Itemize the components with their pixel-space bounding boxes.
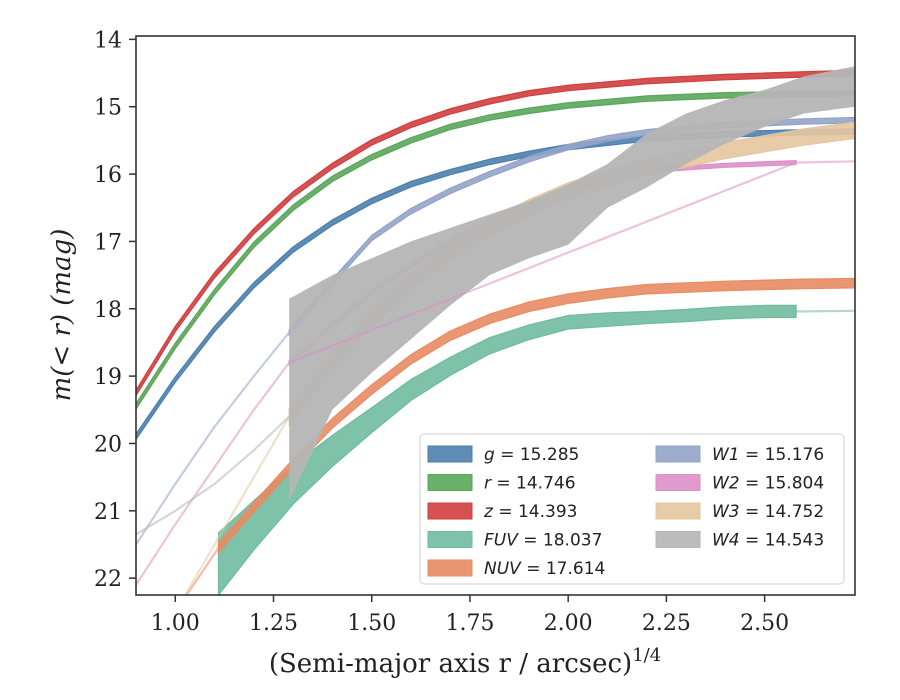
fuv-band xyxy=(217,304,797,595)
legend-label-w1: W1 = 15.176 xyxy=(712,445,824,465)
y-tick-label: 20 xyxy=(94,432,122,457)
y-tick-label: 16 xyxy=(94,163,122,188)
legend-swatch-w4 xyxy=(655,531,701,548)
z-band xyxy=(136,69,855,397)
legend-swatch-w1 xyxy=(655,445,701,463)
x-axis-label-exponent: 1/4 xyxy=(632,645,661,666)
legend: g = 15.285 r = 14.746 z = 14.393 FUV = 18.0… xyxy=(419,433,845,585)
x-axis-label: (Semi-major axis r / arcsec)1/4 xyxy=(269,645,661,679)
y-tick-label: 21 xyxy=(94,500,122,525)
legend-swatch-r xyxy=(427,474,473,491)
r-band xyxy=(136,89,855,411)
legend-frame xyxy=(419,433,845,585)
legend-swatch-g xyxy=(427,445,473,463)
w3-extension-line xyxy=(183,415,291,595)
legend-swatch-nuv xyxy=(427,559,473,577)
x-tick-label: 1.00 xyxy=(151,611,200,636)
x-tick-label: 2.00 xyxy=(544,611,593,636)
legend-label-w4: W4 = 14.543 xyxy=(712,531,824,551)
x-tick-label: 2.50 xyxy=(740,611,789,636)
legend-label-z: z = 14.393 xyxy=(483,502,577,522)
w1-band xyxy=(288,116,855,337)
legend-label-w3: W3 = 14.752 xyxy=(712,502,824,522)
x-axis-label-text: (Semi-major axis r / arcsec) xyxy=(269,649,632,679)
y-tick-label: 18 xyxy=(94,298,122,323)
legend-label-g: g = 15.285 xyxy=(484,445,579,465)
w4-extension-line xyxy=(136,415,290,536)
legend-swatch-w2 xyxy=(655,474,701,491)
fuv-extension-line xyxy=(796,309,855,313)
nuv-extension-line xyxy=(185,547,220,595)
legend-label-fuv: FUV = 18.037 xyxy=(484,531,602,551)
series-lines xyxy=(136,160,855,595)
x-axis-ticks: 1.00 1.25 1.50 1.75 2.00 2.25 2.50 xyxy=(151,595,789,636)
legend-swatch-w3 xyxy=(655,502,701,520)
w4-band xyxy=(289,66,855,501)
y-tick-label: 22 xyxy=(94,567,122,592)
nuv-band xyxy=(217,277,855,555)
legend-label-w2: W2 = 15.804 xyxy=(712,474,824,494)
uncertainty-bands xyxy=(136,66,855,595)
g-band xyxy=(136,128,855,441)
x-tick-label: 1.25 xyxy=(249,611,298,636)
w1-extension-line xyxy=(136,331,291,546)
y-tick-label: 14 xyxy=(94,28,122,53)
y-tick-label: 15 xyxy=(94,96,122,121)
y-axis-ticks: 14 15 16 17 18 19 20 21 22 xyxy=(94,28,136,592)
plot-frame xyxy=(135,35,856,596)
legend-swatch-z xyxy=(427,502,473,520)
y-tick-label: 17 xyxy=(94,230,122,255)
w2-extension-line xyxy=(136,160,855,586)
y-tick-label: 19 xyxy=(94,365,122,390)
legend-label-r: r = 14.746 xyxy=(484,474,576,494)
x-tick-label: 1.50 xyxy=(347,611,396,636)
y-axis-label: m(< r) (mag) xyxy=(47,229,77,402)
legend-label-nuv: NUV = 17.614 xyxy=(484,559,605,579)
x-tick-label: 2.25 xyxy=(642,611,691,636)
x-tick-label: 1.75 xyxy=(445,611,494,636)
legend-swatch-fuv xyxy=(427,531,473,548)
